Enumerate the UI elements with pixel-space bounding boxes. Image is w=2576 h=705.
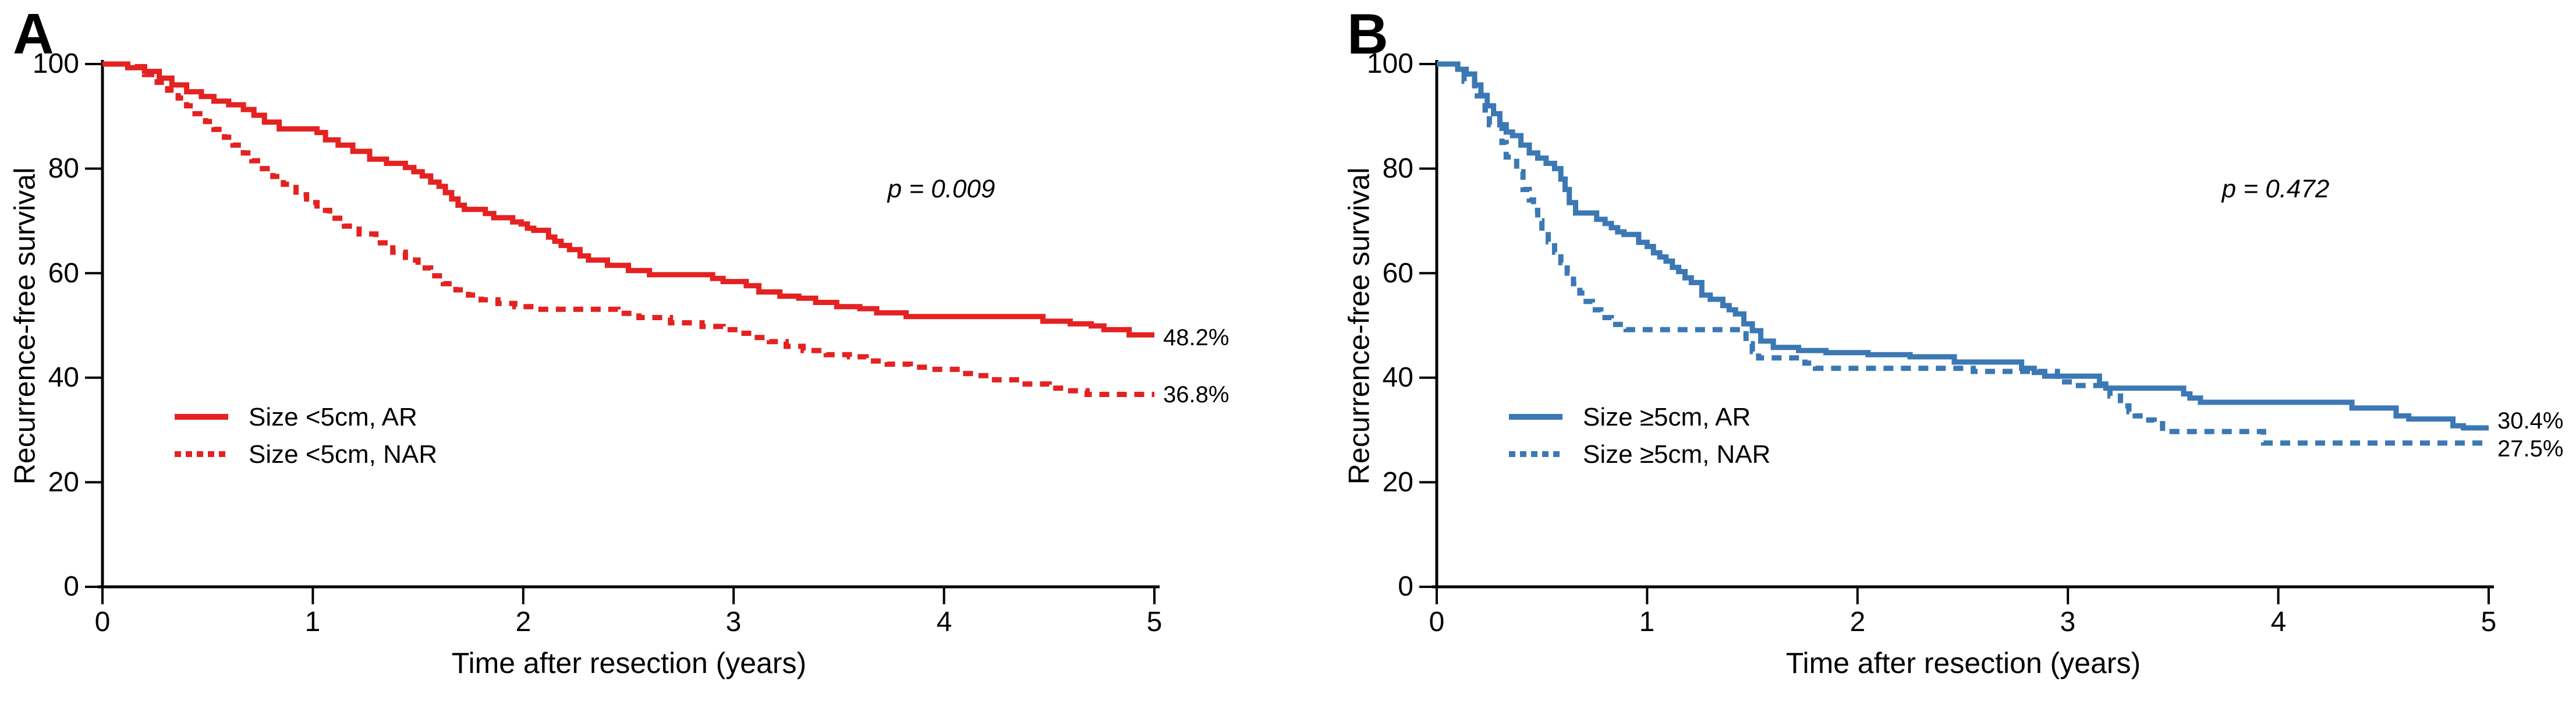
panel-letter: B	[1347, 2, 1388, 66]
survival-plot-a	[85, 60, 1160, 604]
legend-label-ar: Size ≥5cm, AR	[1583, 403, 1751, 431]
y-tick-label: 100	[1366, 48, 1413, 79]
y-axis-title: Recurrence-free survival	[8, 167, 41, 485]
x-tick-label: 1	[1639, 607, 1655, 637]
x-tick-label: 2	[1849, 607, 1866, 637]
panel-b: B Recurrence-free survival 100 80 60 40 …	[1334, 0, 2576, 705]
y-tick-label: 100	[32, 48, 79, 79]
y-tick-label: 20	[1382, 467, 1413, 498]
x-axis-title: Time after resection (years)	[451, 647, 807, 679]
x-tick-label: 5	[2481, 607, 2497, 637]
x-tick-label: 0	[1429, 607, 1445, 637]
y-tick-label: 0	[63, 571, 79, 602]
y-tick-label: 40	[1382, 362, 1413, 393]
x-tick-label: 3	[2060, 607, 2076, 637]
x-tick-label: 1	[304, 607, 321, 637]
panel-letter: A	[13, 2, 54, 66]
end-label-ar: 48.2%	[1163, 325, 1229, 350]
survival-curve-nar	[102, 61, 1154, 397]
survival-curve-ar	[102, 61, 1154, 338]
y-tick-label: 20	[48, 467, 79, 498]
survival-curve-ar	[1437, 61, 2489, 431]
end-label-nar: 36.8%	[1163, 382, 1229, 408]
x-tick-label: 2	[515, 607, 532, 637]
survival-plot-b	[1419, 60, 2494, 604]
y-tick-label: 40	[48, 362, 79, 393]
y-tick-label: 60	[48, 258, 79, 289]
y-axis-title: Recurrence-free survival	[1342, 167, 1376, 485]
y-tick-label: 0	[1398, 571, 1413, 602]
x-tick-label: 5	[1146, 607, 1163, 637]
end-label-ar: 30.4%	[2497, 408, 2564, 434]
y-tick-label: 80	[1382, 153, 1413, 184]
panel-a: A Recurrence-free survival 100 80 60 40 …	[0, 0, 1246, 705]
x-tick-label: 4	[2270, 607, 2287, 637]
legend-label-nar: Size ≥5cm, NAR	[1583, 440, 1771, 469]
x-tick-label: 0	[94, 607, 111, 637]
p-value: p = 0.009	[887, 175, 995, 203]
x-axis-title: Time after resection (years)	[1785, 647, 2141, 679]
y-tick-label: 80	[48, 153, 79, 184]
y-tick-label: 60	[1382, 258, 1413, 289]
p-value: p = 0.472	[2221, 175, 2330, 203]
x-tick-label: 3	[725, 607, 742, 637]
x-tick-label: 4	[936, 607, 952, 637]
end-label-nar: 27.5%	[2497, 436, 2564, 462]
legend-label-nar: Size <5cm, NAR	[249, 440, 437, 469]
survival-curve-nar	[1437, 61, 2489, 446]
legend-label-ar: Size <5cm, AR	[249, 403, 417, 431]
